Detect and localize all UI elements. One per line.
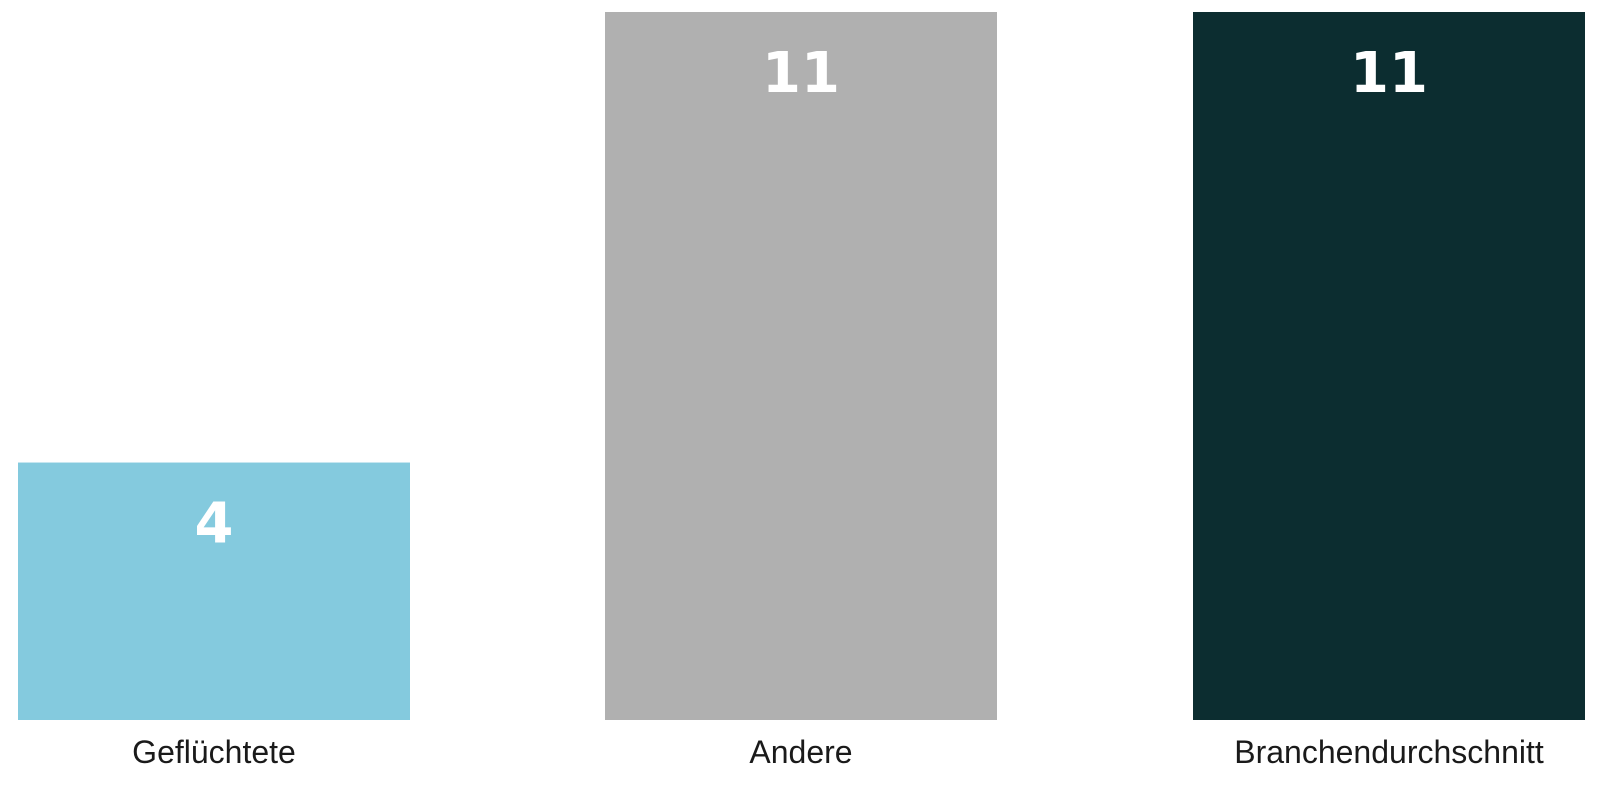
bar-andere — [605, 12, 997, 720]
value-label-branchendurchschnitt: 11 — [1350, 41, 1428, 106]
value-labels-group: 4 11 11 — [195, 41, 1428, 557]
category-label-gefluchtete: Geflüchtete — [132, 734, 296, 770]
category-labels-group: Geflüchtete Andere Branchendurchschnitt — [132, 734, 1544, 770]
bar-branchendurchschnitt — [1193, 12, 1585, 720]
bars-group — [18, 12, 1585, 720]
value-label-andere: 11 — [762, 41, 840, 106]
value-label-gefluchtete: 4 — [195, 492, 234, 557]
bar-gefluchtete — [18, 462, 410, 720]
category-label-branchendurchschnitt: Branchendurchschnitt — [1234, 734, 1544, 770]
category-label-andere: Andere — [749, 734, 852, 770]
